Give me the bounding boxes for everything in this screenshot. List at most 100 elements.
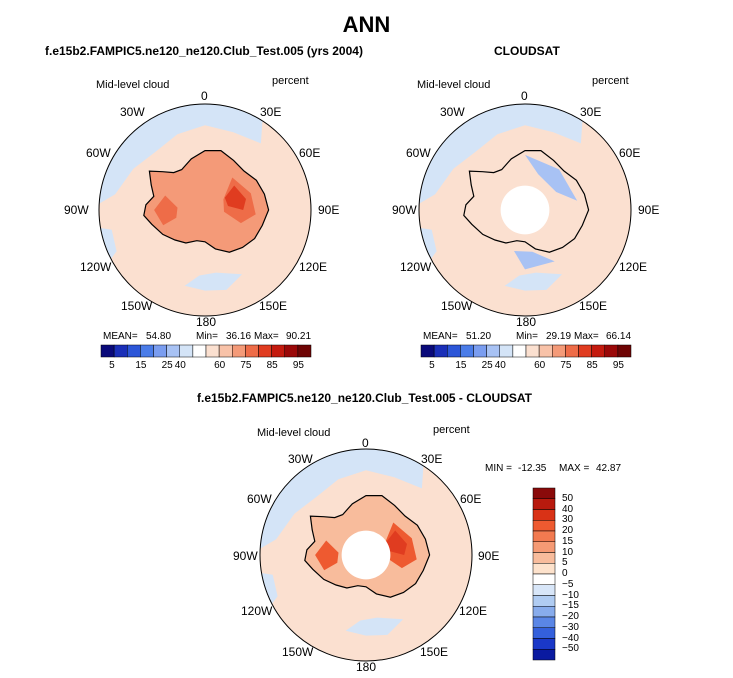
panel-a-lon-150e: 150E bbox=[259, 299, 288, 313]
panel-a-lon-150w: 150W bbox=[121, 299, 153, 313]
colorbar-swatch bbox=[271, 344, 285, 358]
colorbar-tick-label: 75 bbox=[240, 360, 252, 371]
panel-b-lon-180: 180 bbox=[516, 315, 537, 329]
colorbar-tick-label: 30 bbox=[562, 514, 574, 526]
panel-c-max-label: MAX = bbox=[559, 463, 590, 474]
colorbar-tick-label: 20 bbox=[562, 525, 574, 536]
panel-c-lon-30e: 30E bbox=[421, 452, 443, 466]
colorbar-tick-label: −20 bbox=[562, 611, 579, 622]
colorbar-swatch bbox=[153, 344, 167, 358]
colorbar-tick-label: 40 bbox=[494, 360, 506, 371]
panel-b-lon-60w: 60W bbox=[406, 146, 431, 160]
panel-a-lon-120e: 120E bbox=[299, 260, 328, 274]
panel-a-field-label: Mid-level cloud bbox=[96, 79, 170, 91]
colorbar-swatch bbox=[486, 344, 500, 358]
colorbar-swatch bbox=[232, 344, 246, 358]
colorbar-tick-label: 5 bbox=[562, 557, 568, 569]
colorbar-swatch bbox=[433, 344, 448, 358]
colorbar-tick-label: 25 bbox=[481, 360, 493, 371]
colorbar-swatch bbox=[532, 552, 556, 564]
panel-a-title: f.e15b2.FAMPIC5.ne120_ne120.Club_Test.00… bbox=[45, 44, 363, 58]
panel-c-lon-150e: 150E bbox=[420, 645, 449, 659]
panel-a-min-label: Min= bbox=[196, 331, 218, 342]
colorbar-tick-label: 10 bbox=[562, 546, 574, 558]
panel-b-lon-120e: 120E bbox=[619, 260, 648, 274]
colorbar-swatch bbox=[532, 595, 556, 607]
coastline bbox=[143, 150, 270, 253]
map-rim bbox=[259, 448, 473, 662]
panel-c-lon-90w: 90W bbox=[233, 549, 258, 563]
panel-a-mean-label: MEAN= bbox=[103, 331, 138, 342]
map-rim bbox=[418, 103, 632, 317]
colorbar-tick-label: −5 bbox=[562, 578, 574, 590]
panel-a-max: 90.21 bbox=[286, 331, 312, 342]
colorbar-swatch bbox=[532, 649, 556, 661]
colorbar-swatch bbox=[532, 627, 556, 639]
panel-b-lon-90w: 90W bbox=[392, 203, 417, 217]
colorbar-swatch bbox=[532, 487, 556, 499]
panel-a-lon-0: 0 bbox=[201, 89, 208, 103]
panel-c-min-label: MIN = bbox=[485, 463, 512, 474]
colorbar-tick-label: 15 bbox=[455, 360, 467, 371]
missing-data-pole bbox=[341, 530, 391, 580]
colorbar-swatch bbox=[578, 344, 592, 358]
panel-a-lon-120w: 120W bbox=[80, 260, 112, 274]
panel-a-lon-90w: 90W bbox=[64, 203, 89, 217]
panel-b-mean: 51.20 bbox=[466, 331, 492, 342]
colorbar-swatch bbox=[179, 344, 194, 358]
colorbar-swatch bbox=[127, 344, 141, 358]
cloud-band-region bbox=[504, 272, 563, 291]
colorbar-swatch bbox=[532, 530, 556, 542]
panel-b-mean-label: MEAN= bbox=[423, 331, 458, 342]
panel-a-lon-60e: 60E bbox=[299, 146, 321, 160]
panel-c-max: 42.87 bbox=[596, 463, 622, 474]
panel-c-lon-150w: 150W bbox=[282, 645, 314, 659]
panel-c-map bbox=[259, 448, 473, 662]
panel-c-min: -12.35 bbox=[518, 463, 547, 474]
panel-b-colorbar bbox=[420, 344, 632, 358]
colorbar-tick-label: 5 bbox=[429, 360, 435, 371]
colorbar-tick-label: −15 bbox=[562, 600, 579, 612]
panel-b-min-label: Min= bbox=[516, 331, 538, 342]
colorbar-swatch bbox=[420, 344, 435, 358]
panel-c-lon-60e: 60E bbox=[460, 492, 482, 506]
colorbar-swatch bbox=[591, 344, 605, 358]
panel-c-lon-60w: 60W bbox=[247, 492, 272, 506]
colorbar-tick-label: 60 bbox=[534, 360, 546, 371]
coastline bbox=[304, 495, 431, 598]
colorbar-swatch bbox=[532, 616, 556, 628]
panel-b-lon-60e: 60E bbox=[619, 146, 641, 160]
coastline bbox=[463, 150, 590, 253]
colorbar-swatch bbox=[604, 344, 619, 358]
colorbar-swatch bbox=[258, 344, 272, 358]
colorbar-tick-label: 60 bbox=[214, 360, 226, 371]
panel-c-lon-90e: 90E bbox=[478, 549, 500, 563]
cloud-band-region bbox=[345, 617, 404, 636]
panel-a-units: percent bbox=[272, 75, 309, 87]
panel-c-colorbar bbox=[532, 487, 556, 661]
high-value-region bbox=[315, 540, 339, 571]
colorbar-swatch bbox=[473, 344, 487, 358]
colorbar-tick-label: 40 bbox=[562, 503, 574, 515]
colorbar-tick-label: −30 bbox=[562, 621, 579, 633]
colorbar-swatch bbox=[617, 344, 632, 358]
panel-b-map bbox=[418, 103, 632, 317]
panel-a-lon-90e: 90E bbox=[318, 203, 340, 217]
colorbar-swatch bbox=[297, 344, 312, 358]
cloud-band-region bbox=[184, 272, 243, 291]
panel-c-field-label: Mid-level cloud bbox=[257, 427, 331, 439]
colorbar-swatch bbox=[525, 344, 540, 358]
panel-b-lon-90e: 90E bbox=[638, 203, 660, 217]
panel-c-lon-120w: 120W bbox=[241, 604, 273, 618]
panel-b-lon-120w: 120W bbox=[400, 260, 432, 274]
panel-b-max-label: Max= bbox=[574, 331, 599, 342]
peak-value-region bbox=[224, 185, 246, 210]
colorbar-swatch bbox=[113, 344, 128, 358]
cloud-band-region bbox=[260, 449, 425, 555]
cloud-band-region bbox=[99, 104, 264, 210]
figure-title: ANN bbox=[342, 12, 391, 37]
panel-c-lon-120e: 120E bbox=[459, 604, 488, 618]
map-rim bbox=[98, 103, 312, 317]
peak-value-region bbox=[385, 530, 407, 555]
high-value-region bbox=[154, 195, 178, 226]
